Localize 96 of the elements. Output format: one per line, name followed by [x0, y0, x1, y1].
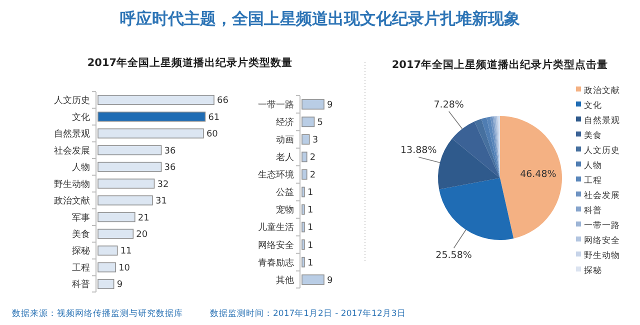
bar [98, 145, 162, 156]
y-tick-label: 经济 [276, 117, 294, 128]
y-tick-label: 军事 [72, 212, 90, 224]
legend-label: 科普 [584, 204, 602, 216]
bar [302, 204, 305, 215]
bar [302, 99, 324, 110]
y-tick-label: 人文历史 [54, 95, 90, 106]
data-label: 13.88% [400, 145, 437, 156]
data-label: 1 [307, 258, 314, 268]
data-label: 3 [312, 136, 318, 146]
bar [98, 94, 214, 105]
data-label: 7.28% [434, 99, 464, 110]
y-tick-label: 政治文献 [54, 196, 90, 207]
data-label: 10 [118, 263, 130, 274]
y-tick-label: 一带一路 [258, 99, 294, 110]
data-label: 21 [138, 213, 150, 224]
text: 呼应时代主题，全国上星频道出现文化纪录片扎堆新现象 [120, 9, 520, 28]
text: 数据监测时间：2017年1月2日 - 2017年12月3日 [210, 308, 406, 319]
data-label: 9 [327, 100, 333, 110]
bar [302, 186, 305, 198]
chart-title: 2017年全国上星频道播出纪录片类型点击量 [392, 58, 608, 71]
y-tick-label: 宠物 [276, 204, 294, 216]
legend-label: 人物 [584, 160, 602, 171]
bar [302, 222, 305, 232]
bar [98, 195, 153, 206]
data-label: 31 [155, 196, 167, 207]
bar [302, 274, 324, 285]
y-tick-label: 其他 [276, 274, 294, 286]
y-tick-label: 动画 [276, 134, 294, 146]
data-label: 1 [307, 223, 314, 234]
data-label: 11 [120, 246, 132, 257]
source-note: 数据来源：视频网络传播监测与研究数据库 [12, 308, 183, 319]
bar [98, 212, 136, 222]
bar [302, 134, 310, 145]
data-label: 2 [310, 170, 316, 181]
legend-label: 政治文献 [584, 84, 620, 96]
bar [98, 128, 204, 138]
chart-title: 2017年全国上星频道播出纪录片类型数量 [87, 56, 293, 69]
data-label: 1 [307, 188, 314, 198]
pie-slice [474, 118, 500, 178]
legend-label: 一带一路 [584, 220, 620, 231]
bar [98, 279, 114, 290]
y-tick-label: 人物 [72, 162, 90, 174]
data-label: 9 [116, 280, 123, 290]
data-label: 66 [217, 96, 229, 106]
data-label: 46.48% [520, 169, 556, 180]
data-label: 36 [164, 163, 176, 174]
data-label: 20 [136, 230, 148, 240]
data-label: 60 [206, 130, 218, 140]
legend-label: 探秘 [584, 264, 602, 276]
data-label: 32 [157, 180, 169, 190]
y-tick-label: 工程 [72, 263, 90, 274]
bar [98, 246, 118, 256]
y-tick-label: 文化 [72, 112, 90, 123]
data-label: 36 [164, 146, 176, 156]
y-tick-label: 儿童生活 [258, 222, 294, 234]
y-tick-label: 自然景观 [54, 128, 90, 140]
legend-label: 野生动物 [584, 250, 620, 261]
bar [98, 112, 206, 122]
pie-slice [490, 116, 500, 178]
y-tick-label: 科普 [72, 279, 90, 290]
pie-slice [500, 116, 562, 238]
legend-label: 文化 [584, 100, 602, 111]
data-label: 9 [327, 276, 333, 286]
legend-label: 工程 [584, 176, 602, 186]
bar [302, 169, 308, 180]
y-tick-label: 野生动物 [54, 178, 90, 190]
bar [302, 152, 308, 162]
y-tick-label: 公益 [276, 187, 294, 198]
bar [98, 228, 134, 239]
y-tick-label: 社会发展 [54, 145, 90, 156]
data-label: 25.58% [436, 250, 472, 262]
y-tick-label: 生态环境 [258, 170, 294, 181]
data-label: 2 [310, 153, 316, 164]
bar [98, 162, 162, 172]
y-tick-label: 青春励志 [258, 257, 294, 268]
y-tick-label: 探秘 [72, 246, 90, 257]
y-tick-label: 老人 [276, 152, 294, 164]
data-label: 61 [208, 112, 220, 123]
y-tick-label: 美食 [72, 228, 90, 240]
pie-slice [481, 117, 500, 178]
bar [98, 178, 155, 189]
bar [302, 116, 315, 128]
data-label: 1 [307, 206, 314, 216]
legend-label: 网络安全 [584, 234, 620, 246]
data-label: 5 [317, 118, 323, 128]
legend-label: 自然景观 [584, 114, 620, 126]
y-tick-label: 网络安全 [258, 240, 294, 251]
legend-label: 美食 [584, 130, 602, 141]
bar [302, 256, 305, 268]
pie-slice [439, 178, 514, 240]
legend-label: 社会发展 [584, 190, 620, 201]
bar [98, 262, 116, 272]
data-label: 1 [307, 240, 314, 251]
bar [302, 239, 305, 250]
legend-label: 人文历史 [584, 144, 620, 156]
